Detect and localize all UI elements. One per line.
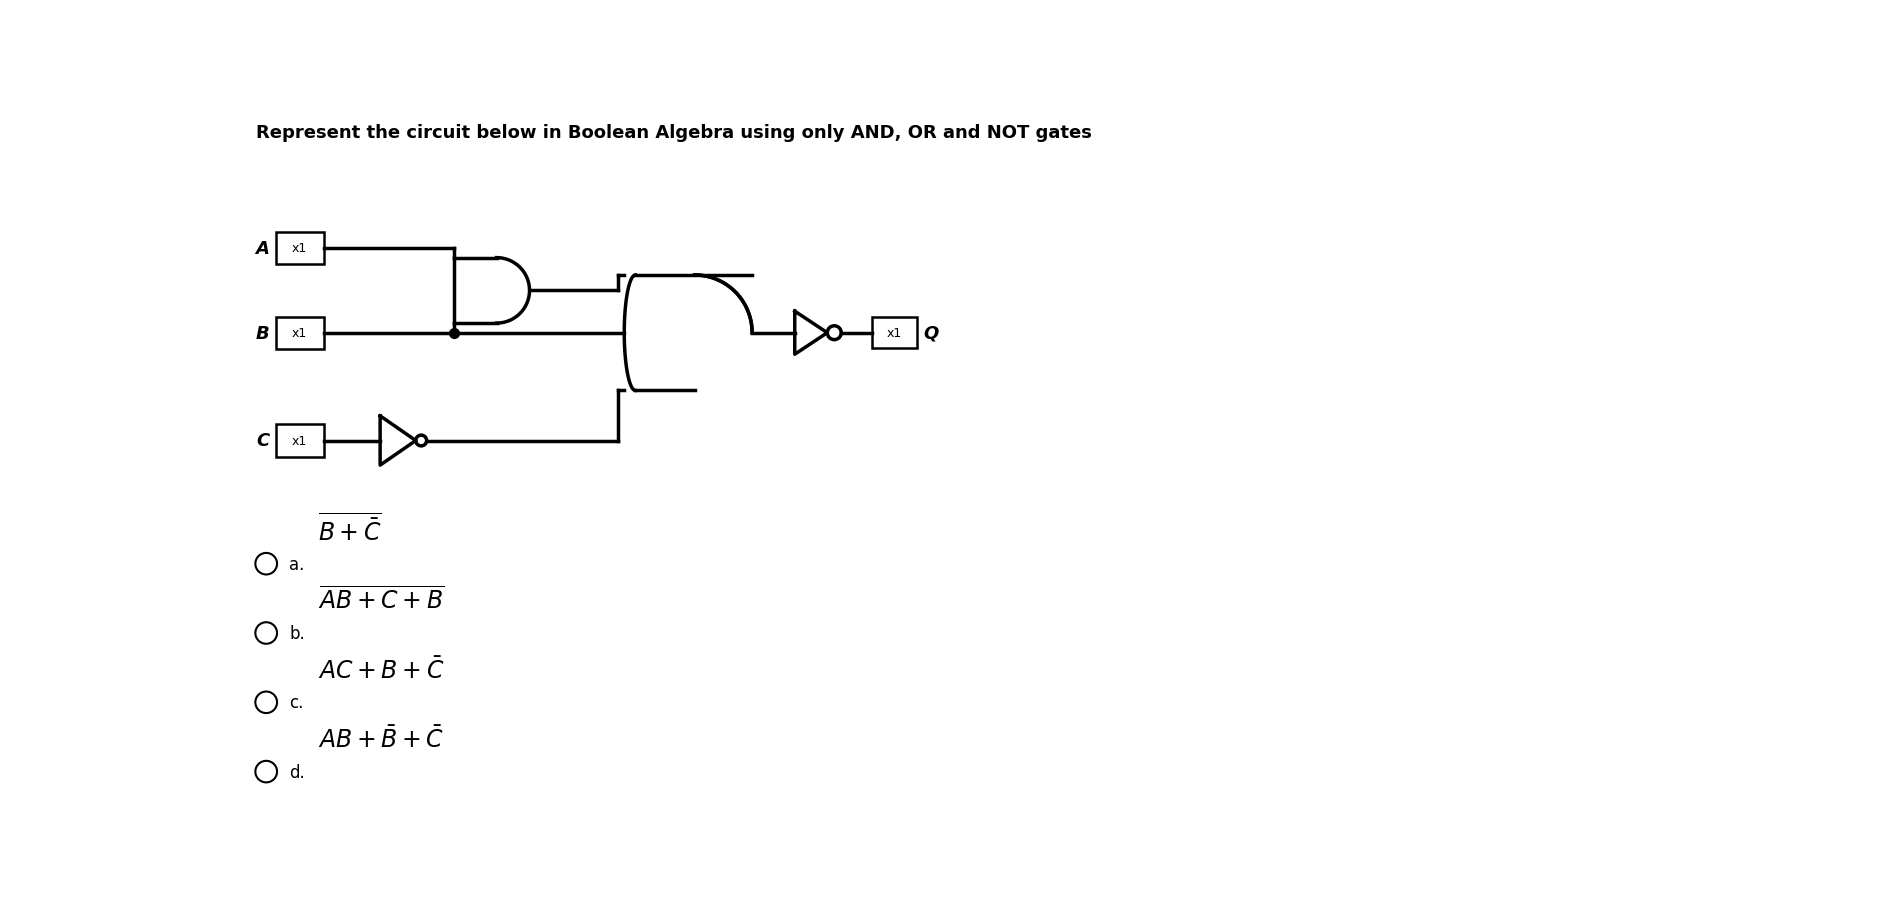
Text: $\overline{B+\bar{C}}$: $\overline{B+\bar{C}}$: [318, 513, 383, 545]
Text: Represent the circuit below in Boolean Algebra using only AND, OR and NOT gates: Represent the circuit below in Boolean A…: [256, 124, 1093, 142]
Text: Q: Q: [924, 324, 939, 342]
Text: a.: a.: [290, 555, 305, 573]
FancyBboxPatch shape: [275, 233, 324, 265]
Text: $AC + B + \bar{C}$: $AC + B + \bar{C}$: [318, 656, 445, 684]
Text: c.: c.: [290, 694, 303, 711]
Text: $\overline{AB + C + B}$: $\overline{AB + C + B}$: [318, 587, 445, 614]
FancyBboxPatch shape: [275, 425, 324, 457]
Text: d.: d.: [290, 763, 305, 781]
Text: b.: b.: [290, 624, 305, 642]
Text: x1: x1: [886, 327, 902, 340]
Text: C: C: [256, 432, 269, 450]
Text: $AB + \bar{B} + \bar{C}$: $AB + \bar{B} + \bar{C}$: [318, 726, 445, 753]
Text: x1: x1: [292, 327, 307, 340]
Text: x1: x1: [292, 243, 307, 255]
FancyBboxPatch shape: [873, 318, 917, 348]
Text: A: A: [256, 240, 269, 257]
Text: B: B: [256, 324, 269, 342]
Text: x1: x1: [292, 435, 307, 448]
FancyBboxPatch shape: [275, 317, 324, 349]
